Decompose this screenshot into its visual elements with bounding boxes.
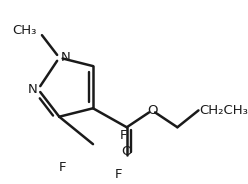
Text: N: N: [27, 83, 37, 96]
Text: F: F: [119, 129, 127, 142]
Text: O: O: [147, 104, 157, 117]
Text: O: O: [122, 145, 132, 158]
Text: N: N: [60, 51, 70, 64]
Text: F: F: [59, 161, 67, 174]
Text: CH₃: CH₃: [13, 24, 37, 37]
Text: F: F: [115, 168, 122, 181]
Text: CH₂CH₃: CH₂CH₃: [200, 104, 248, 117]
